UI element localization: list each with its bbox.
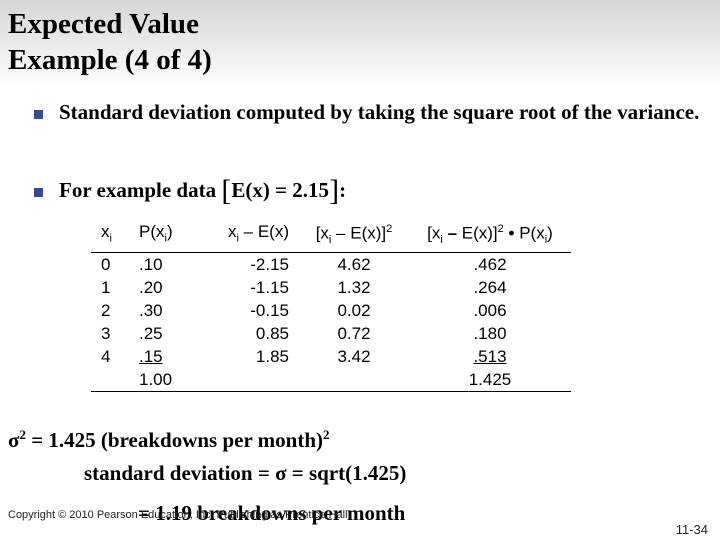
cell-weighted: .180 [473,324,507,344]
sd-prefix: standard deviation = [84,461,276,485]
total-variance: 1.425 [409,368,571,393]
copyright-footer: Copyright © 2010 Pearson Education, Inc.… [8,509,348,521]
sigma-exponent: 2 [19,427,26,442]
cell-squared-deviation: 4.62 [337,255,371,275]
page-number: 11-34 [675,522,708,537]
table-total-row: 1.00 1.425 [91,368,571,393]
bullet-text: For example data [E(x) = 2.15]: [59,174,704,207]
table-row: 3 .25 0.85 0.72 .180 [91,322,571,345]
sigma-symbol: σ [275,461,287,485]
header-squared-deviation: [xi – E(x)]2 [299,218,409,254]
variance-value: = 1.425 (breakdowns per month) [25,428,323,452]
cell-deviation: 1.85 [255,347,289,367]
cell-empty [91,368,139,393]
cell-empty [197,368,299,393]
standard-deviation-result: = 1.19 breakdowns per month [138,501,406,525]
cell-xi: 2 [101,301,111,321]
bullet-text: Standard deviation computed by taking th… [59,100,700,124]
bullet-standard-deviation: Standard deviation computed by taking th… [34,99,704,159]
cell-weighted: .264 [473,278,507,298]
cell-squared-deviation: 3.42 [337,347,371,367]
bullet-suffix: : [339,178,347,202]
table-row: 1 .20 -1.15 1.32 .264 [91,276,571,299]
table-header-row: xi P(xi) xi – E(x) [xi – E(x)]2 [xi – E(… [91,218,571,254]
header-pxi: P(xi) [139,218,197,254]
unit-exponent: 2 [323,427,330,442]
cell-xi: 3 [101,324,111,344]
variance-equation: σ2 = 1.425 (breakdowns per month)2 [8,422,330,453]
title-band: Expected Value Example (4 of 4) [0,0,720,88]
close-bracket: ] [329,174,340,207]
table-row: 2 .30 -0.15 0.02 .006 [91,299,571,322]
cell-empty [299,368,409,393]
total-probability: 1.00 [139,368,197,393]
slide-title: Expected Value Example (4 of 4) [8,6,212,78]
header-weighted-squared-deviation: [xi – E(x)]2 • P(xi) [409,218,571,254]
variance-table: xi P(xi) xi – E(x) [xi – E(x)]2 [xi – E(… [91,218,571,393]
cell-weighted: .006 [473,301,507,321]
expected-value: E(x) = 2.15 [231,178,330,202]
cell-squared-deviation: 1.32 [337,278,371,298]
header-deviation: xi – E(x) [197,218,299,254]
cell-deviation: -2.15 [250,255,289,275]
cell-pxi: .15 [139,347,163,367]
sigma-symbol: σ [8,428,20,452]
cell-squared-deviation: 0.72 [337,324,371,344]
header-xi: xi [91,218,139,254]
sd-formula: = sqrt(1.425) [286,461,407,485]
title-line-2: Example (4 of 4) [8,44,212,76]
cell-weighted: .462 [473,255,507,275]
cell-pxi: .10 [139,255,163,275]
cell-pxi: .20 [139,278,163,298]
cell-pxi: .25 [139,324,163,344]
cell-xi: 0 [101,255,111,275]
bullet-square-icon [34,188,43,197]
bullet-square-icon [34,110,43,119]
standard-deviation-equation: standard deviation = σ = sqrt(1.425) [84,460,406,486]
cell-deviation: -0.15 [250,301,289,321]
bullet-prefix: For example data [59,178,222,202]
cell-squared-deviation: 0.02 [337,301,371,321]
cell-deviation: 0.85 [255,324,289,344]
table-row: 0 .10 -2.15 4.62 .462 [91,253,571,277]
open-bracket: [ [221,174,232,207]
cell-xi: 4 [101,347,111,367]
cell-pxi: .30 [139,301,163,321]
bullet-example-data: For example data [E(x) = 2.15]: [34,174,704,207]
cell-deviation: -1.15 [250,278,289,298]
title-line-1: Expected Value [8,8,199,40]
table-row: 4 .15 1.85 3.42 .513 [91,345,571,368]
cell-xi: 1 [101,278,111,298]
cell-weighted: .513 [473,347,507,367]
